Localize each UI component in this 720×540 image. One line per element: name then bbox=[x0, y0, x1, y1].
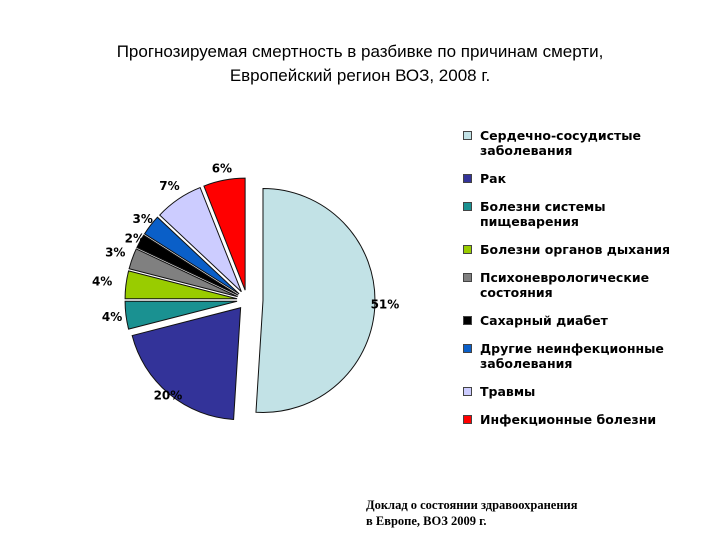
pie-slice-1 bbox=[255, 188, 376, 413]
legend-label: пищеварения bbox=[480, 214, 579, 229]
data-label-8: 7% bbox=[159, 179, 179, 193]
legend-swatch bbox=[463, 415, 472, 424]
legend-label: Травмы bbox=[480, 384, 536, 399]
data-label-5: 3% bbox=[105, 246, 125, 260]
source-line-1: Доклад о состоянии здравоохранения bbox=[366, 498, 578, 512]
pie-slice-4 bbox=[124, 270, 238, 300]
pie-slice-6 bbox=[136, 234, 239, 296]
source-line-2: в Европе, ВОЗ 2009 г. bbox=[366, 514, 487, 528]
legend-swatch bbox=[463, 131, 472, 140]
data-label-7: 3% bbox=[133, 212, 153, 226]
data-label-9: 6% bbox=[212, 161, 232, 175]
legend-label: заболевания bbox=[480, 356, 573, 371]
legend-label: Сердечно-сосудистые bbox=[480, 128, 642, 143]
legend-item-7: Другие неинфекционные заболевания bbox=[463, 341, 713, 371]
pie-slice-9 bbox=[203, 177, 246, 291]
legend-item-4: Болезни органов дыхания bbox=[463, 242, 713, 257]
pie-slice-2 bbox=[131, 307, 242, 421]
legend-swatch bbox=[463, 245, 472, 254]
data-label-4: 4% bbox=[92, 275, 112, 289]
legend-label: Болезни органов дыхания bbox=[480, 242, 671, 257]
legend-item-5: Психоневрологические состояния bbox=[463, 270, 713, 300]
legend-label: Психоневрологические bbox=[480, 270, 650, 285]
pie-slice-3 bbox=[124, 300, 238, 330]
legend-item-1: Сердечно-сосудистые заболевания bbox=[463, 128, 713, 158]
pie-slice-5 bbox=[128, 248, 238, 298]
data-label-2: 20% bbox=[154, 389, 183, 403]
legend-item-8: Травмы bbox=[463, 384, 713, 399]
legend-swatch bbox=[463, 387, 472, 396]
chart-title-line-2: Европейский регион ВОЗ, 2008 г. bbox=[229, 66, 491, 85]
legend-item-6: Сахарный диабет bbox=[463, 313, 713, 328]
chart-title: Прогнозируемая смертность в разбивке по … bbox=[0, 40, 720, 88]
chart-title-line-1: Прогнозируемая смертность в разбивке по … bbox=[116, 42, 604, 61]
legend-label: Рак bbox=[480, 171, 507, 186]
legend-swatch bbox=[463, 174, 472, 183]
data-label-3: 4% bbox=[102, 310, 122, 324]
pie-slice-8 bbox=[159, 186, 242, 293]
legend-label: заболевания bbox=[480, 143, 573, 158]
legend-label: Болезни системы bbox=[480, 199, 606, 214]
legend-label: Сахарный диабет bbox=[480, 313, 608, 328]
pie-slice-7 bbox=[143, 216, 240, 295]
legend-label: Другие неинфекционные bbox=[480, 341, 664, 356]
source-note: Доклад о состоянии здравоохранения в Евр… bbox=[366, 497, 578, 529]
legend-label: Инфекционные болезни bbox=[480, 412, 657, 427]
legend-swatch bbox=[463, 202, 472, 211]
legend-item-9: Инфекционные болезни bbox=[463, 412, 713, 427]
legend-label: состояния bbox=[480, 285, 553, 300]
data-label-1: 51% bbox=[371, 297, 400, 311]
legend-swatch bbox=[463, 316, 472, 325]
legend-item-2: Рак bbox=[463, 171, 713, 186]
legend-swatch bbox=[463, 344, 472, 353]
legend-item-3: Болезни системы пищеварения bbox=[463, 199, 713, 229]
data-label-6: 2% bbox=[125, 231, 145, 245]
legend-swatch bbox=[463, 273, 472, 282]
